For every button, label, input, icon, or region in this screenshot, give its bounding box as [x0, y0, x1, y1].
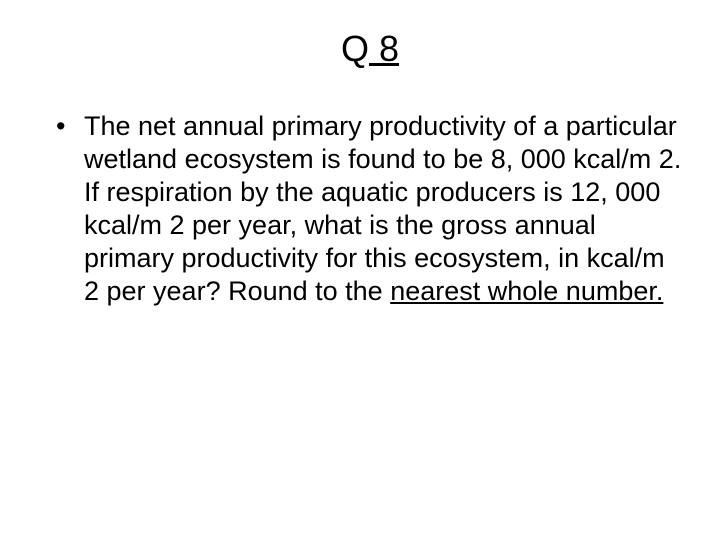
list-item: The net annual primary productivity of a…	[56, 110, 684, 308]
body-text-underlined: nearest whole number.	[390, 276, 663, 306]
title-prefix: Q	[341, 28, 369, 69]
title-number: 8	[369, 28, 399, 69]
slide: Q 8 The net annual primary productivity …	[0, 0, 720, 540]
slide-title: Q 8	[56, 28, 684, 70]
bullet-list: The net annual primary productivity of a…	[56, 110, 684, 308]
